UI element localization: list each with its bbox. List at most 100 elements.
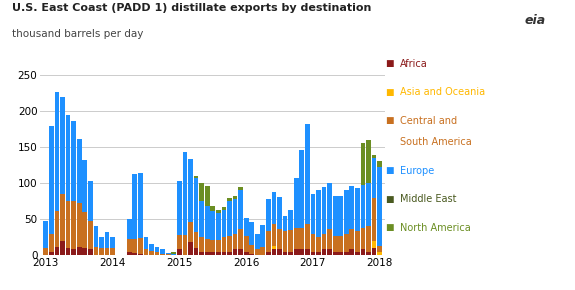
- Bar: [372, 248, 377, 255]
- Text: ■: ■: [385, 59, 394, 68]
- Bar: [227, 198, 232, 201]
- Bar: [233, 199, 237, 234]
- Bar: [144, 249, 148, 255]
- Bar: [205, 252, 209, 255]
- Bar: [250, 222, 254, 245]
- Bar: [155, 246, 159, 252]
- Text: U.S. East Coast (PADD 1) distillate exports by destination: U.S. East Coast (PADD 1) distillate expo…: [12, 3, 371, 13]
- Bar: [138, 254, 143, 255]
- Text: Central and: Central and: [400, 116, 457, 126]
- Bar: [250, 245, 254, 254]
- Bar: [149, 251, 154, 255]
- Bar: [160, 254, 165, 255]
- Bar: [283, 216, 288, 231]
- Bar: [132, 253, 137, 255]
- Bar: [355, 188, 360, 231]
- Bar: [127, 239, 132, 252]
- Bar: [200, 201, 204, 237]
- Bar: [227, 236, 232, 252]
- Bar: [155, 252, 159, 255]
- Bar: [271, 224, 277, 246]
- Bar: [333, 196, 338, 236]
- Bar: [233, 234, 237, 249]
- Bar: [377, 246, 382, 252]
- Bar: [99, 237, 104, 248]
- Text: ■: ■: [385, 88, 394, 97]
- Bar: [110, 237, 115, 248]
- Bar: [177, 181, 182, 235]
- Bar: [233, 249, 237, 255]
- Bar: [138, 238, 143, 254]
- Bar: [149, 244, 154, 251]
- Bar: [210, 252, 215, 255]
- Bar: [333, 236, 338, 252]
- Bar: [188, 242, 193, 255]
- Bar: [71, 122, 76, 201]
- Bar: [88, 249, 93, 255]
- Text: Europe: Europe: [400, 166, 434, 176]
- Bar: [66, 201, 70, 248]
- Bar: [200, 183, 204, 201]
- Bar: [350, 186, 354, 229]
- Bar: [361, 249, 365, 255]
- Bar: [361, 143, 365, 185]
- Bar: [77, 246, 82, 255]
- Bar: [210, 206, 215, 211]
- Bar: [82, 160, 87, 212]
- Bar: [361, 185, 365, 228]
- Bar: [60, 97, 65, 194]
- Bar: [49, 252, 53, 255]
- Bar: [127, 219, 132, 239]
- Bar: [355, 231, 360, 252]
- Bar: [210, 240, 215, 252]
- Bar: [66, 248, 70, 255]
- Bar: [321, 234, 327, 249]
- Bar: [71, 249, 76, 255]
- Bar: [372, 198, 377, 241]
- Bar: [244, 218, 248, 236]
- Bar: [110, 248, 115, 255]
- Bar: [310, 234, 315, 252]
- Bar: [238, 249, 243, 255]
- Bar: [105, 232, 109, 248]
- Bar: [327, 249, 332, 255]
- Bar: [171, 254, 176, 255]
- Bar: [300, 249, 304, 255]
- Bar: [71, 201, 76, 249]
- Bar: [266, 252, 271, 255]
- Bar: [55, 246, 59, 255]
- Bar: [188, 222, 193, 242]
- Bar: [205, 206, 209, 239]
- Bar: [271, 246, 277, 249]
- Bar: [300, 228, 304, 249]
- Bar: [177, 235, 182, 249]
- Bar: [82, 212, 87, 248]
- Bar: [94, 246, 98, 255]
- Bar: [350, 249, 354, 255]
- Bar: [210, 211, 215, 240]
- Bar: [377, 161, 382, 167]
- Bar: [177, 249, 182, 255]
- Text: ■: ■: [385, 195, 394, 204]
- Bar: [182, 152, 187, 235]
- Bar: [305, 249, 310, 255]
- Bar: [283, 231, 288, 252]
- Bar: [200, 237, 204, 252]
- Text: North America: North America: [400, 223, 470, 233]
- Bar: [166, 253, 171, 255]
- Bar: [49, 126, 53, 234]
- Bar: [350, 229, 354, 249]
- Bar: [277, 197, 282, 229]
- Bar: [366, 226, 371, 252]
- Bar: [60, 241, 65, 255]
- Bar: [377, 252, 382, 255]
- Bar: [327, 229, 332, 249]
- Bar: [221, 210, 226, 237]
- Text: Middle East: Middle East: [400, 194, 456, 204]
- Bar: [366, 140, 371, 183]
- Bar: [372, 241, 377, 248]
- Text: eia: eia: [524, 14, 545, 28]
- Bar: [283, 252, 288, 255]
- Bar: [316, 191, 321, 237]
- Bar: [377, 167, 382, 246]
